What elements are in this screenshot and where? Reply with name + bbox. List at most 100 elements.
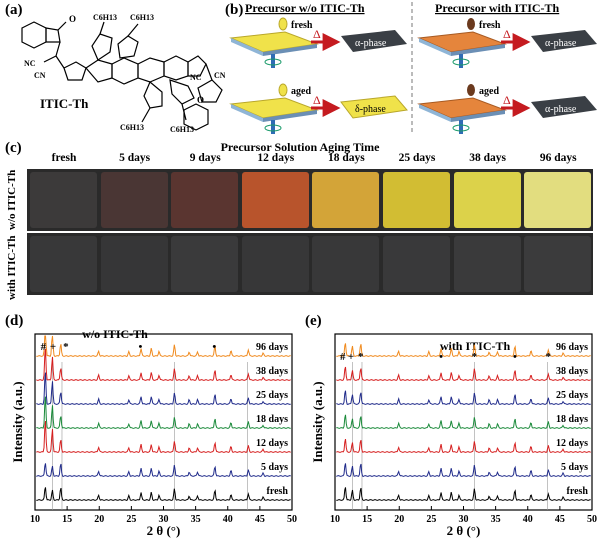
- xrd-chart-without: 10 15 20 25 30 35 40 45 50 2 θ (°) Intensity (a.u.…: [10, 327, 297, 538]
- molecule-structure: O NC CN CN NC O C6H13 C6H13 C6H13 C6H13 …: [21, 13, 225, 134]
- series-label-0: fresh: [267, 486, 289, 497]
- day-label-5: 25 days: [398, 152, 436, 164]
- series-line-1: [36, 463, 291, 477]
- day-label-2: 9 days: [189, 152, 221, 164]
- alpha-phase-block-1: α-phase: [341, 30, 407, 52]
- series-line-3: [36, 396, 291, 429]
- plot-frame: [334, 333, 593, 511]
- aging-title: Precursor Solution Aging Time: [220, 140, 380, 154]
- end-group-nc: NC: [24, 59, 36, 68]
- panel-label-d: (d): [5, 313, 24, 329]
- film-fresh-left: [229, 17, 319, 68]
- x-tick-label: 20: [94, 514, 104, 525]
- day-label-1: 5 days: [119, 152, 151, 164]
- svg-text:α-phase: α-phase: [355, 38, 387, 49]
- alpha-phase-block-3: α-phase: [531, 96, 597, 118]
- series-label-4: 25 days: [256, 390, 288, 401]
- film-photo-6: [453, 236, 521, 292]
- photo-strip-without: [27, 169, 593, 231]
- row-label-with: with ITIC-Th: [6, 235, 18, 301]
- day-label-3: 12 days: [257, 152, 295, 164]
- panel-label-e: (e): [305, 313, 322, 329]
- film-photo-6: [453, 172, 521, 228]
- x-tick-label: 40: [223, 514, 233, 525]
- series-line-6: [336, 343, 591, 357]
- x-tick-label: 45: [555, 514, 565, 525]
- film-photo-5: [383, 172, 450, 228]
- peak-marker-4: •: [212, 341, 216, 353]
- alkyl-label-1: C6H13: [93, 13, 117, 22]
- x-tick-label: 20: [394, 514, 404, 525]
- series-line-4: [336, 390, 591, 405]
- peak-marker-3: •: [138, 341, 142, 353]
- day-label-7: 96 days: [539, 152, 577, 164]
- x-tick-label: 50: [287, 514, 297, 525]
- series-line-2: [336, 438, 591, 453]
- row-label-without: w/o ITIC-Th: [6, 169, 18, 230]
- series-label-6: 96 days: [256, 342, 288, 353]
- peak-marker-6: *: [546, 351, 552, 363]
- film-photo-1: [100, 236, 168, 292]
- series-line-2: [36, 420, 291, 453]
- series-line-0: [336, 487, 591, 502]
- alkyl-label-3: C6H13: [120, 123, 144, 132]
- series-label-2: 12 days: [556, 438, 588, 449]
- series-line-0: [36, 487, 291, 502]
- peak-marker-1: +: [50, 341, 56, 353]
- alkyl-label-4: C6H13: [170, 125, 194, 134]
- delta-1: Δ: [313, 27, 321, 41]
- film-photo-3: [241, 172, 309, 228]
- label-aged-right: aged: [479, 86, 499, 97]
- peak-marker-4: *: [472, 351, 478, 363]
- film-photo-5: [383, 236, 450, 292]
- film-photo-2: [171, 172, 239, 228]
- svg-text:α-phase: α-phase: [545, 38, 577, 49]
- y-axis-label: Intensity (a.u.): [310, 381, 325, 462]
- panel-label-b: (b): [225, 2, 244, 18]
- peak-marker-2: *: [63, 341, 69, 353]
- alpha-phase-block-2: α-phase: [531, 30, 597, 52]
- delta-4: Δ: [503, 93, 511, 107]
- series-line-5: [36, 348, 291, 381]
- series-line-6: [36, 335, 291, 357]
- x-tick-label: 15: [62, 514, 72, 525]
- film-aged-right: [417, 84, 507, 134]
- svg-text:α-phase: α-phase: [545, 104, 577, 115]
- day-label-4: 18 days: [328, 152, 365, 164]
- peak-marker-0: #: [41, 341, 47, 353]
- series-label-5: 38 days: [556, 366, 588, 377]
- panel-label-a: (a): [5, 2, 23, 18]
- series-label-2: 12 days: [256, 438, 288, 449]
- series-label-5: 38 days: [256, 366, 288, 377]
- x-tick-label: 25: [426, 514, 436, 525]
- x-tick-label: 10: [330, 514, 340, 525]
- film-photo-7: [524, 172, 592, 228]
- panel-label-c: (c): [5, 140, 22, 156]
- svg-text:O: O: [69, 14, 76, 24]
- series-line-5: [336, 366, 591, 381]
- chart-title: with ITIC-Th: [440, 339, 511, 353]
- svg-text:O: O: [197, 95, 204, 105]
- film-aged-left: [229, 83, 319, 134]
- day-label-6: 38 days: [469, 152, 506, 164]
- series-label-6: 96 days: [556, 342, 588, 353]
- film-fresh-right: [417, 18, 507, 68]
- photo-strip-with: [27, 233, 593, 295]
- x-tick-label: 35: [491, 514, 501, 525]
- film-photo-4: [312, 236, 380, 292]
- day-label-0: fresh: [51, 152, 77, 164]
- delta-2: Δ: [313, 93, 321, 107]
- series-label-3: 18 days: [556, 414, 588, 425]
- svg-text:NC: NC: [190, 73, 202, 82]
- series-label-4: 25 days: [556, 390, 588, 401]
- delta-3: Δ: [503, 27, 511, 41]
- x-axis-label: 2 θ (°): [447, 523, 481, 538]
- x-tick-label: 35: [191, 514, 201, 525]
- alkyl-label-2: C6H13: [130, 13, 154, 22]
- x-tick-label: 15: [362, 514, 372, 525]
- film-photo-0: [30, 236, 97, 292]
- label-aged-left: aged: [291, 86, 311, 97]
- series-line-4: [36, 372, 291, 405]
- chart-title: w/o ITIC-Th: [82, 327, 148, 341]
- series-label-0: fresh: [567, 486, 589, 497]
